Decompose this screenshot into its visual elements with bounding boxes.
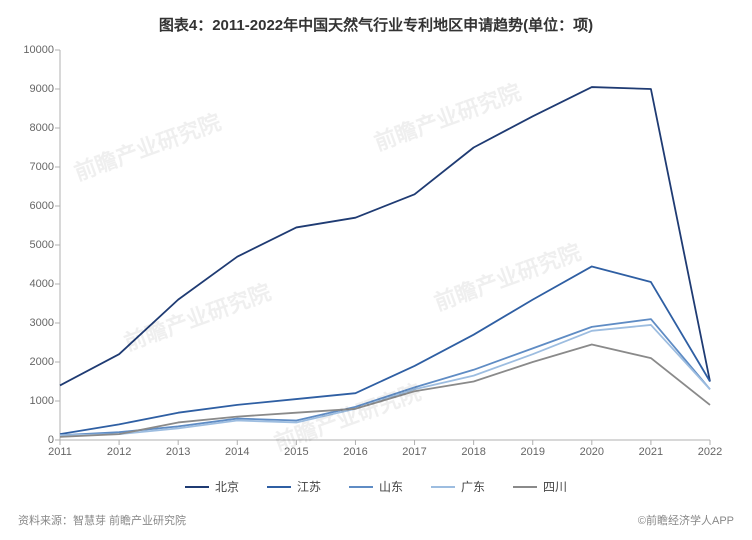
legend-item: 广东 (431, 478, 485, 495)
legend-label: 江苏 (297, 478, 321, 495)
y-tick-label: 8000 (30, 122, 54, 134)
x-tick-label: 2022 (698, 446, 722, 458)
x-tick-label: 2021 (639, 446, 663, 458)
x-tick-label: 2014 (225, 446, 249, 458)
x-tick-label: 2016 (343, 446, 367, 458)
legend-item: 江苏 (267, 478, 321, 495)
y-tick-label: 2000 (30, 356, 54, 368)
y-tick-label: 7000 (30, 161, 54, 173)
footer-source: 资料来源：智慧芽 前瞻产业研究院 (18, 512, 186, 528)
y-tick-label: 4000 (30, 278, 54, 290)
x-tick-label: 2018 (461, 446, 485, 458)
x-tick-label: 2019 (520, 446, 544, 458)
y-tick-label: 10000 (23, 44, 54, 56)
chart-container: 图表4：2011-2022年中国天然气行业专利地区申请趋势(单位：项) 0100… (0, 0, 752, 540)
legend-item: 山东 (349, 478, 403, 495)
legend-label: 广东 (461, 478, 485, 495)
legend-swatch (267, 486, 291, 488)
legend: 北京 江苏 山东 广东 四川 (0, 478, 752, 495)
series-line (60, 266, 710, 434)
y-tick-label: 9000 (30, 83, 54, 95)
y-tick-label: 3000 (30, 317, 54, 329)
legend-item: 四川 (513, 478, 567, 495)
x-tick-label: 2020 (580, 446, 604, 458)
legend-label: 四川 (543, 478, 567, 495)
chart-title: 图表4：2011-2022年中国天然气行业专利地区申请趋势(单位：项) (0, 0, 752, 35)
plot-area: 0100020003000400050006000700080009000100… (60, 50, 710, 440)
x-tick-label: 2017 (402, 446, 426, 458)
x-tick-label: 2011 (48, 446, 72, 458)
x-tick-label: 2012 (107, 446, 131, 458)
legend-label: 山东 (379, 478, 403, 495)
y-tick-label: 5000 (30, 239, 54, 251)
footer-copyright: ©前瞻经济学人APP (638, 512, 734, 528)
legend-label: 北京 (215, 478, 239, 495)
plot-svg (60, 50, 710, 440)
y-tick-label: 6000 (30, 200, 54, 212)
x-tick-label: 2015 (284, 446, 308, 458)
series-line (60, 319, 710, 435)
x-tick-label: 2013 (166, 446, 190, 458)
legend-item: 北京 (185, 478, 239, 495)
legend-swatch (349, 486, 373, 488)
series-line (60, 87, 710, 385)
legend-swatch (513, 486, 537, 488)
y-tick-label: 0 (48, 434, 54, 446)
footer: 资料来源：智慧芽 前瞻产业研究院 ©前瞻经济学人APP (18, 512, 734, 528)
y-tick-label: 1000 (30, 395, 54, 407)
legend-swatch (431, 486, 455, 488)
legend-swatch (185, 486, 209, 488)
series-line (60, 344, 710, 436)
